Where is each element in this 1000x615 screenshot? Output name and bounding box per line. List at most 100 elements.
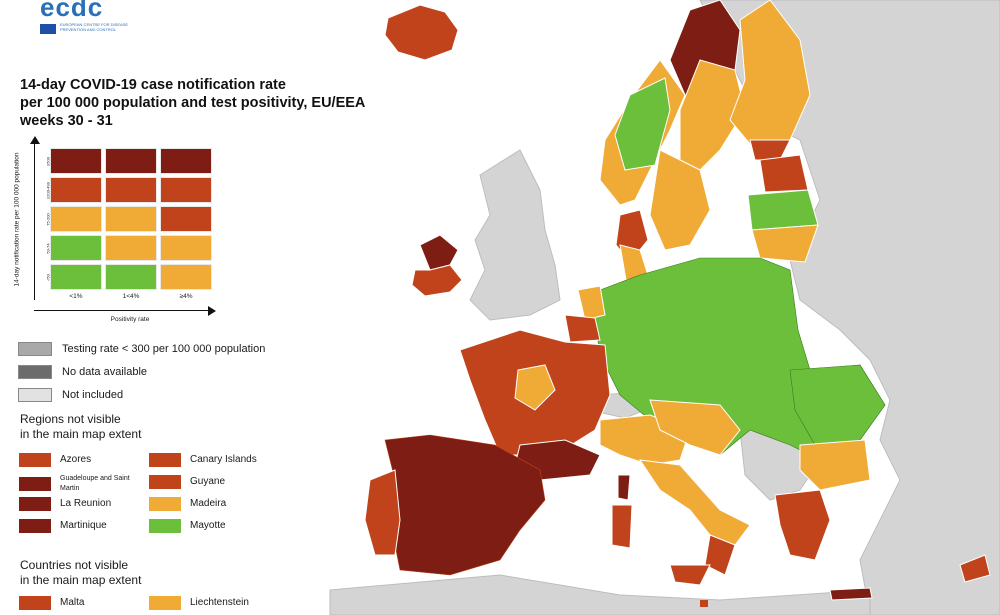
matrix-cell [50, 264, 102, 290]
legend-not-included: Not included [18, 387, 123, 403]
region-swatch [148, 496, 182, 512]
title-line-2: per 100 000 population and test positivi… [20, 95, 366, 111]
region-sweden-north [679, 59, 746, 171]
country-legend-item: Liechtenstein [148, 595, 249, 611]
matrix-row-label: 50-74 [45, 243, 51, 254]
logo-subtitle: EUROPEAN CENTRE FOR DISEASE PREVENTION A… [60, 22, 129, 32]
region-sicily [669, 564, 711, 586]
matrix-cell [50, 177, 102, 203]
region-greece [774, 489, 831, 561]
region-bulgaria [799, 439, 871, 491]
region-label: Guyane [190, 476, 226, 487]
eu-flag-icon [40, 24, 56, 34]
matrix-y-label: 14-day notification rate per 100 000 pop… [13, 152, 21, 287]
matrix-cell [105, 148, 157, 174]
regions-heading-line1: Regions not visible [20, 412, 121, 426]
region-malta-dot [700, 600, 708, 607]
region-legend-item: Canary Islands [148, 452, 257, 468]
country-swatch [18, 595, 52, 611]
region-austria-croatia [649, 399, 741, 456]
matrix-cell [160, 206, 212, 232]
matrix-row-label: ≥500 [45, 157, 51, 166]
region-swatch [18, 476, 52, 492]
matrix-legend: 14-day notification rate per 100 000 pop… [0, 136, 230, 330]
countries-heading: Countries not visible in the main map ex… [20, 558, 141, 588]
matrix-cell [160, 148, 212, 174]
region-swatch [148, 518, 182, 534]
region-legend-item: Madeira [148, 496, 226, 512]
matrix-row-label: 75-200 [45, 213, 51, 226]
legend-not-included-label: Not included [62, 389, 124, 401]
x-axis-line [34, 310, 210, 311]
matrix-cell [160, 264, 212, 290]
matrix-cell [105, 206, 157, 232]
region-ireland-south [411, 264, 463, 297]
region-greece-islands [829, 587, 873, 601]
region-label: Martinique [60, 520, 107, 531]
logo-wordmark: ecdc [40, 0, 104, 22]
matrix-col-label: ≥4% [179, 293, 193, 300]
region-swatch [148, 452, 182, 468]
region-portugal [364, 469, 401, 556]
legend-testing-label: Testing rate < 300 per 100 000 populatio… [62, 343, 266, 355]
matrix-row-label: ≥200-499 [45, 182, 51, 199]
country-legend-item: Malta [18, 595, 84, 611]
matrix-col-label: 1<4% [122, 293, 140, 300]
ecdc-logo: ecdc EUROPEAN CENTRE FOR DISEASE PREVENT… [40, 0, 130, 40]
matrix-cell [50, 206, 102, 232]
y-axis-arrow-icon [30, 136, 40, 144]
region-corsica [617, 474, 631, 501]
matrix-col-label: <1% [69, 293, 83, 300]
region-label: Azores [60, 454, 92, 465]
region-cyprus [959, 554, 991, 583]
region-label: La Reunion [60, 498, 112, 509]
region-legend-item: Guadeloupe and Saint Martin [18, 474, 130, 494]
region-label: Mayotte [190, 520, 226, 531]
region-swatch [18, 518, 52, 534]
region-lithuania [751, 224, 819, 263]
land-outside-uk [469, 149, 561, 321]
region-norway-green [614, 77, 671, 171]
country-swatch [148, 595, 182, 611]
region-latvia [747, 189, 819, 231]
matrix-cell [50, 235, 102, 261]
land-outside-africa [329, 574, 871, 615]
land-outside-east [699, 0, 1000, 615]
countries-heading-line2: in the main map extent [20, 573, 142, 587]
matrix-cell [105, 235, 157, 261]
swatch-no-data [18, 365, 52, 379]
region-label: Guadeloupe and Saint Martin [60, 475, 130, 492]
matrix-cell [160, 177, 212, 203]
region-france-centre [514, 364, 556, 411]
regions-heading-line2: in the main map extent [20, 427, 142, 441]
regions-heading: Regions not visible in the main map exte… [20, 412, 141, 442]
region-legend-item: Martinique [18, 518, 107, 534]
region-sardinia [611, 504, 633, 549]
region-legend-item: Guyane [148, 474, 225, 490]
region-swatch [18, 452, 52, 468]
region-ireland-north [419, 234, 459, 271]
region-italy-south [704, 534, 736, 576]
region-swatch [18, 496, 52, 512]
region-sweden-south [649, 149, 711, 251]
matrix-x-label: Positivity rate [110, 316, 150, 323]
matrix-cell [160, 235, 212, 261]
matrix-cell [105, 177, 157, 203]
y-axis-line [34, 142, 35, 300]
region-label: Canary Islands [190, 454, 257, 465]
title-line-1: 14-day COVID-19 case notification rate [20, 77, 286, 93]
map-title: 14-day COVID-19 case notification rate p… [20, 76, 420, 130]
country-label: Liechtenstein [190, 597, 249, 608]
swatch-testing [18, 342, 52, 356]
legend-no-data: No data available [18, 364, 147, 380]
title-line-3: weeks 30 - 31 [20, 113, 113, 129]
region-netherlands [577, 285, 606, 321]
region-legend-item: Azores [18, 452, 91, 468]
region-estonia [759, 154, 809, 193]
swatch-not-included [18, 388, 52, 402]
x-axis-arrow-icon [208, 306, 216, 316]
region-iceland [384, 4, 459, 61]
region-label: Madeira [190, 498, 227, 509]
matrix-cell [50, 148, 102, 174]
